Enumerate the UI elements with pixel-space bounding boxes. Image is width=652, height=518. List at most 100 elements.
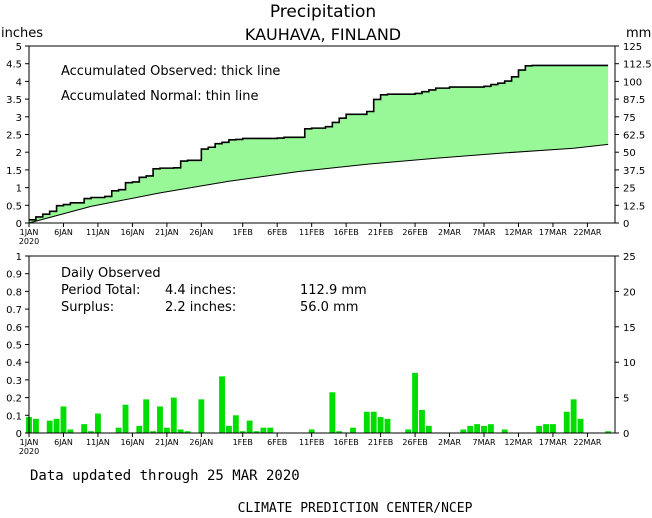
daily-bar [405, 429, 412, 433]
x-tick-label: 12MAR [504, 228, 533, 237]
daily-bar [53, 418, 60, 433]
x-tick-label: 21JAN [155, 228, 179, 237]
y2-tick-label: 37.5 [623, 166, 645, 177]
daily-bar [184, 431, 191, 433]
daily-bar [563, 411, 570, 433]
daily-bar [474, 424, 481, 433]
observed-line [29, 64, 609, 221]
daily-bar [88, 431, 94, 433]
daily-bar [487, 424, 494, 433]
y2-tick-label: 5 [623, 394, 629, 405]
daily-bar [198, 399, 205, 433]
y2-tick-label: 25 [623, 184, 636, 195]
legend-observed: Accumulated Observed: thick line [61, 64, 280, 79]
y-tick-label: 4.5 [6, 60, 22, 71]
x-tick-label: 16FEB [333, 228, 358, 237]
daily-bar [550, 424, 556, 433]
normal-line [28, 143, 609, 224]
daily-bar [570, 399, 577, 433]
y-tick-label: 0.8 [6, 287, 22, 298]
y2-tick-label: 0 [623, 429, 629, 440]
period-total-inches: 4.4 inches: [165, 283, 236, 298]
daily-bar [32, 418, 39, 433]
x-tick-label: 1JAN [20, 228, 39, 237]
daily-bar [157, 406, 163, 433]
x-tick-label: 17MAR [539, 438, 568, 447]
surplus-label: Surplus: [61, 300, 114, 315]
daily-bar [163, 427, 170, 433]
x-tick-label: 16JAN [120, 438, 144, 447]
x-tick-label: 6JAN [54, 228, 73, 237]
y2-tick-label: 12.5 [623, 201, 645, 212]
y2-tick-label: 0 [623, 219, 629, 230]
y2-tick-label: 20 [623, 287, 636, 298]
daily-bar [419, 409, 425, 433]
y-tick-label: 5 [16, 42, 22, 53]
daily-bar [46, 420, 53, 433]
daily-bar [350, 427, 356, 433]
data-updated-note: Data updated through 25 MAR 2020 [30, 468, 300, 484]
x-tick-label: 11FEB [299, 228, 324, 237]
daily-bar [384, 418, 391, 433]
daily-bar [481, 425, 487, 433]
y-tick-label: 2.5 [6, 131, 22, 142]
daily-bar [253, 431, 260, 433]
daily-bar [136, 425, 143, 433]
daily-bar [122, 404, 129, 433]
surplus-mm: 56.0 mm [300, 300, 358, 315]
y-tick-label: 0.2 [6, 394, 22, 405]
daily-bar [363, 411, 370, 433]
x-tick-label: 2MAR [438, 438, 461, 447]
y-tick-label: 4 [16, 77, 22, 88]
daily-bar [143, 399, 150, 433]
y-tick-label: 0.1 [6, 411, 22, 422]
year-label: 2020 [19, 447, 39, 456]
accumulated-panel: 00.511.522.533.544.55012.52537.55062.575… [6, 42, 652, 246]
y-tick-label: 0 [16, 429, 22, 440]
daily-bar [239, 431, 246, 433]
daily-bar [605, 431, 612, 433]
daily-bar [150, 431, 157, 433]
daily-bar [260, 427, 267, 433]
x-tick-label: 6JAN [54, 438, 73, 447]
daily-bar [412, 372, 419, 433]
x-tick-label: 1FEB [233, 228, 253, 237]
period-total-mm: 112.9 mm [300, 283, 367, 298]
x-tick-label: 1JAN [20, 438, 39, 447]
x-tick-label: 26FEB [402, 438, 427, 447]
daily-bar [329, 392, 336, 433]
x-tick-label: 26FEB [402, 228, 427, 237]
x-tick-label: 26JAN [189, 438, 213, 447]
daily-bar [267, 427, 274, 433]
daily-bar [536, 425, 543, 433]
daily-bar [67, 429, 74, 433]
y2-tick-label: 62.5 [623, 131, 645, 142]
surplus-inches: 2.2 inches: [165, 300, 236, 315]
daily-observed-label: Daily Observed [61, 266, 161, 281]
y2-tick-label: 10 [623, 358, 636, 369]
y2-tick-label: 125 [623, 42, 642, 53]
y-tick-label: 0.9 [6, 270, 22, 281]
x-tick-label: 21FEB [368, 228, 393, 237]
x-tick-label: 16JAN [120, 228, 144, 237]
daily-bar [425, 425, 432, 433]
daily-bar [501, 429, 508, 433]
year-label: 2020 [19, 237, 39, 246]
y-tick-label: 1 [16, 252, 22, 263]
x-tick-label: 22MAR [573, 228, 602, 237]
x-tick-label: 22MAR [573, 438, 602, 447]
y-tick-label: 0 [16, 219, 22, 230]
x-tick-label: 16FEB [333, 438, 358, 447]
daily-bar [95, 413, 101, 433]
x-tick-label: 2MAR [438, 228, 461, 237]
y-tick-label: 3.5 [6, 95, 22, 106]
daily-bar [543, 424, 549, 433]
daily-bar [232, 415, 239, 433]
daily-bar [177, 429, 184, 433]
x-tick-label: 7MAR [472, 438, 495, 447]
chart-subtitle: KAUHAVA, FINLAND [245, 25, 401, 44]
daily-bar [115, 427, 122, 433]
x-tick-label: 21FEB [368, 438, 393, 447]
y-tick-label: 0.5 [6, 341, 22, 352]
